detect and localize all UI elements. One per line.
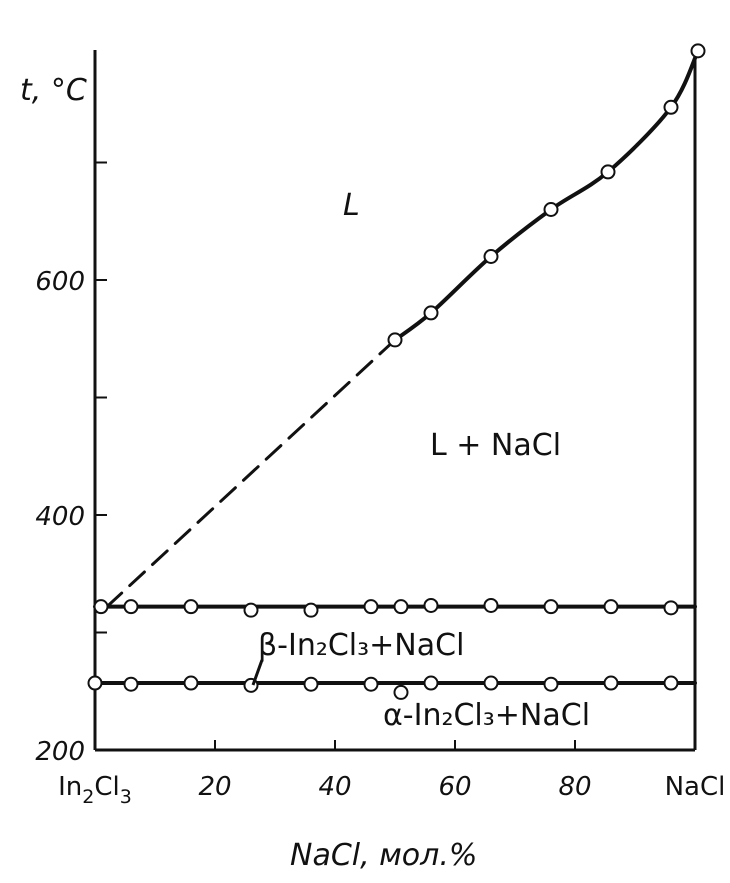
y-tick-label: 400	[35, 502, 85, 532]
y-tick-label: 600	[35, 267, 85, 297]
region-label-beta: β-In₂Cl₃+NaCl	[258, 628, 464, 663]
beta-label-pointer	[251, 659, 264, 686]
data-point	[363, 676, 379, 692]
axes: 200 400 600 In2Cl3 20 40 60 80 NaCl	[35, 50, 725, 808]
data-point	[483, 597, 499, 613]
data-point	[363, 599, 379, 615]
data-point	[663, 675, 679, 691]
x-tick-label: NaCl	[665, 772, 726, 802]
x-tick-label: In2Cl3	[58, 772, 132, 808]
data-point	[603, 599, 619, 615]
x-tick-label: 60	[438, 772, 471, 802]
x-tick-label: 40	[318, 772, 351, 802]
data-point	[423, 675, 439, 691]
data-points	[87, 43, 706, 700]
data-point	[483, 249, 499, 264]
data-point	[123, 676, 139, 692]
x-tick-label: 80	[558, 772, 591, 802]
data-point	[543, 599, 559, 615]
y-tick-label: 200	[35, 737, 85, 767]
data-point	[303, 602, 319, 618]
region-label-alpha: α-In₂Cl₃+NaCl	[383, 698, 590, 733]
data-point	[663, 600, 679, 616]
x-axis-title: NaCl, мол.%	[290, 838, 477, 873]
data-point	[243, 602, 259, 618]
series-line-liquidus	[393, 48, 700, 342]
x-tick-label: 20	[198, 772, 231, 802]
series-group	[93, 48, 700, 686]
series-line-liquidus-extrapolated	[105, 338, 397, 609]
region-label-liquid: L	[343, 188, 360, 223]
data-point	[423, 597, 439, 613]
data-point	[603, 675, 619, 691]
data-point	[543, 676, 559, 692]
data-point	[393, 684, 409, 700]
data-point	[483, 675, 499, 691]
data-point	[600, 164, 616, 180]
data-point	[663, 99, 679, 115]
data-point	[183, 675, 199, 691]
data-point	[123, 599, 139, 615]
data-point	[303, 676, 319, 692]
data-point	[183, 599, 199, 615]
data-point	[393, 599, 409, 615]
labels: t, °C NaCl, мол.% L L + NaCl β-In₂Cl₃+Na…	[20, 73, 590, 873]
region-label-liquid-nacl: L + NaCl	[430, 428, 561, 463]
data-point	[93, 599, 109, 615]
data-point	[690, 43, 706, 59]
data-point	[423, 305, 439, 321]
data-point	[87, 675, 103, 691]
y-axis-title: t, °C	[20, 73, 87, 108]
data-point	[543, 202, 559, 217]
data-point	[387, 332, 403, 348]
